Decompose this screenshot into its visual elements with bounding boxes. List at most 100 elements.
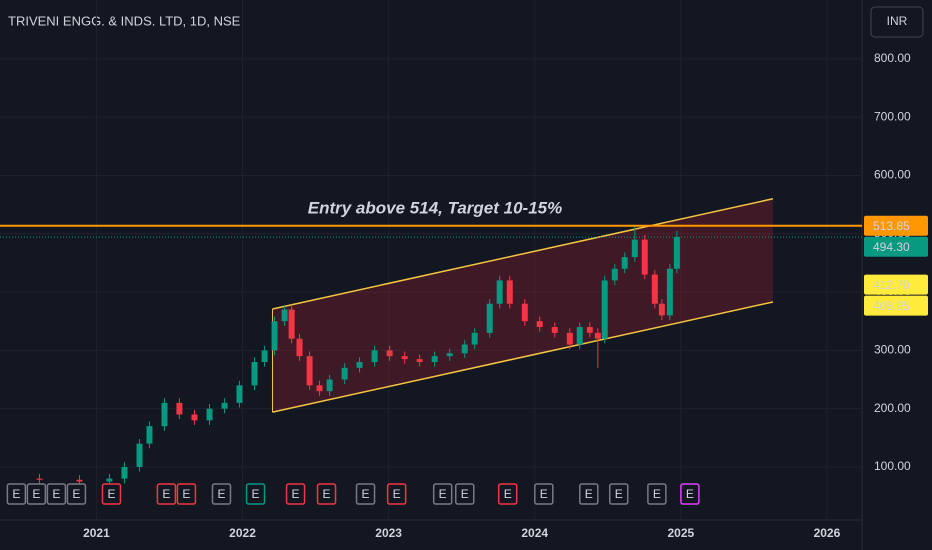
candle-body [326,379,333,392]
candle-body [371,350,378,363]
candle-body [536,321,543,328]
candle-body [106,478,113,482]
candle-body [486,303,493,333]
currency-button[interactable] [870,6,924,38]
candle-body [161,402,168,427]
candle-body [576,327,583,345]
candle-body [271,321,278,351]
event-marker [432,483,453,505]
candle-body [306,356,313,386]
event-label: E [323,487,331,501]
event-marker [176,483,197,505]
y-tick-label: 200.00 [874,401,911,415]
candle-body [611,268,618,281]
event-label: E [362,487,370,501]
candle-body [261,350,268,363]
candle-body [76,479,83,482]
candle-body [431,356,438,363]
event-label: E [52,487,60,501]
event-label: E [252,487,260,501]
event-marker [497,483,518,505]
candle-body [281,309,288,322]
event-label: E [72,487,80,501]
candle-body [221,402,228,409]
event-marker [579,483,599,505]
price-label-bg [864,236,928,257]
candle-body [551,327,558,333]
event-marker [647,483,667,505]
event-marker [101,483,122,505]
candle-body [416,359,423,363]
event-label: E [182,487,190,501]
event-marker [355,483,376,505]
candle-body [641,239,648,275]
event-label: E [393,487,401,501]
chart-title: TRIVENI ENGG. & INDS. LTD, 1D, NSE [8,13,241,28]
channel-upper [272,198,774,310]
price-label-bg [864,274,928,295]
y-tick-label: 100.00 [874,459,911,473]
candle-body [401,356,408,360]
y-tick-label: 800.00 [874,51,911,65]
event-marker [6,483,27,505]
candle-body [446,353,453,357]
price-label: 408.95 [873,299,910,313]
candle-body [236,385,243,403]
event-label: E [217,487,225,501]
event-label: E [686,487,694,501]
event-marker [608,483,629,505]
event-marker [534,483,554,505]
y-tick-label: 300.00 [874,343,911,357]
candle-body [146,426,153,444]
price-label-bg [864,295,928,316]
candle-body [251,362,258,386]
event-marker [46,483,67,505]
event-label: E [292,487,300,501]
y-tick-label: 700.00 [874,109,911,123]
candle-body [658,303,665,316]
event-marker [386,483,407,505]
candle-body [121,466,128,479]
event-label: E [615,487,623,501]
event-label: E [162,487,170,501]
candle-body [288,309,295,339]
candle-body [594,332,601,339]
candle-body [191,414,198,421]
price-label-bg [864,215,928,236]
candle-body [356,362,363,368]
candle-body [621,257,628,269]
price-label: 513.85 [873,219,910,233]
candle-body [586,327,593,333]
candle-body [471,332,478,345]
event-label: E [504,487,512,501]
candle-body [176,402,183,415]
event-label: E [439,487,447,501]
price-label: 494.30 [873,240,910,254]
x-tick-label: 2021 [83,526,110,540]
event-label: E [107,487,115,501]
event-marker [66,483,87,505]
candle-body [521,303,528,322]
candle-body [296,338,303,357]
y-tick-label: 600.00 [874,168,911,182]
candle-body [386,350,393,357]
x-tick-label: 2023 [375,526,402,540]
candle-body [206,408,213,421]
event-marker [26,483,47,505]
candle-body [566,332,573,345]
x-tick-label: 2025 [667,526,694,540]
event-label: E [585,487,593,501]
event-marker [680,483,700,505]
event-marker [316,483,337,505]
candle-body [496,280,503,304]
currency-label: INR [887,14,908,28]
event-marker [245,483,266,505]
event-label: E [540,487,548,501]
candle-body [666,268,673,316]
event-marker [156,483,177,505]
candle-body [341,367,348,380]
candle-body [316,385,323,392]
